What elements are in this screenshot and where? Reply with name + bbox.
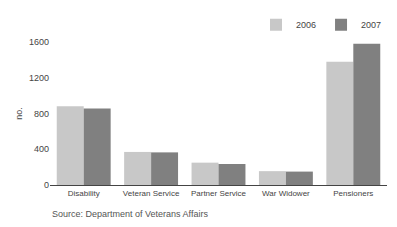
svg-text:Source: Department of Veterans: Source: Department of Veterans Affairs bbox=[52, 209, 208, 219]
svg-text:2007: 2007 bbox=[361, 20, 381, 30]
svg-text:800: 800 bbox=[34, 109, 49, 119]
svg-text:Pensioners: Pensioners bbox=[333, 189, 373, 198]
svg-text:no.: no. bbox=[14, 107, 24, 120]
svg-text:1200: 1200 bbox=[29, 73, 49, 83]
svg-text:War Widower: War Widower bbox=[262, 189, 310, 198]
svg-text:400: 400 bbox=[34, 144, 49, 154]
svg-text:1600: 1600 bbox=[29, 37, 49, 47]
svg-text:2006: 2006 bbox=[296, 20, 316, 30]
svg-text:Partner Service: Partner Service bbox=[191, 189, 247, 198]
svg-text:Veteran Service: Veteran Service bbox=[123, 189, 180, 198]
svg-text:0: 0 bbox=[44, 180, 49, 190]
svg-text:Disability: Disability bbox=[68, 189, 100, 198]
